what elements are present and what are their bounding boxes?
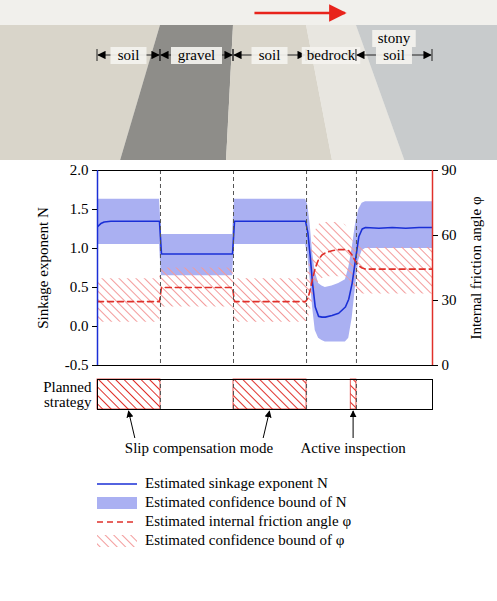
svg-text:Plannedstrategy: Plannedstrategy	[43, 379, 92, 410]
svg-text:soil: soil	[383, 47, 405, 63]
svg-text:soil: soil	[118, 47, 140, 63]
svg-text:1.5: 1.5	[70, 201, 89, 217]
html-text:Estimated confidence bound of: Estimated confidence bound of N	[145, 494, 347, 510]
svg-text:-0.5: -0.5	[65, 357, 89, 373]
html-text:Estimated sinkage exponent N: Estimated sinkage exponent N	[145, 475, 328, 491]
html-text:Estimated internal friction an: Estimated internal friction angle φ	[145, 513, 352, 529]
svg-text:Internal friction angle φ: Internal friction angle φ	[468, 196, 484, 340]
svg-text:2.0: 2.0	[70, 162, 89, 178]
svg-text:60: 60	[442, 227, 457, 243]
svg-text:0.5: 0.5	[70, 279, 89, 295]
svg-text:stony: stony	[378, 30, 411, 46]
svg-text:0.0: 0.0	[70, 318, 89, 334]
svg-text:Sinkage exponent N: Sinkage exponent N	[35, 207, 51, 329]
svg-text:30: 30	[442, 292, 457, 308]
svg-text:0: 0	[442, 357, 450, 373]
svg-text:soil: soil	[259, 47, 281, 63]
svg-text:gravel: gravel	[178, 47, 215, 63]
html-text:Estimated confidence bound of: Estimated confidence bound of φ	[145, 532, 345, 548]
svg-text:90: 90	[442, 162, 457, 178]
svg-text:1.0: 1.0	[70, 240, 89, 256]
svg-text:Slip compensation mode: Slip compensation mode	[125, 440, 274, 456]
svg-text:bedrock: bedrock	[307, 47, 356, 63]
svg-text:Active inspection: Active inspection	[300, 440, 406, 456]
